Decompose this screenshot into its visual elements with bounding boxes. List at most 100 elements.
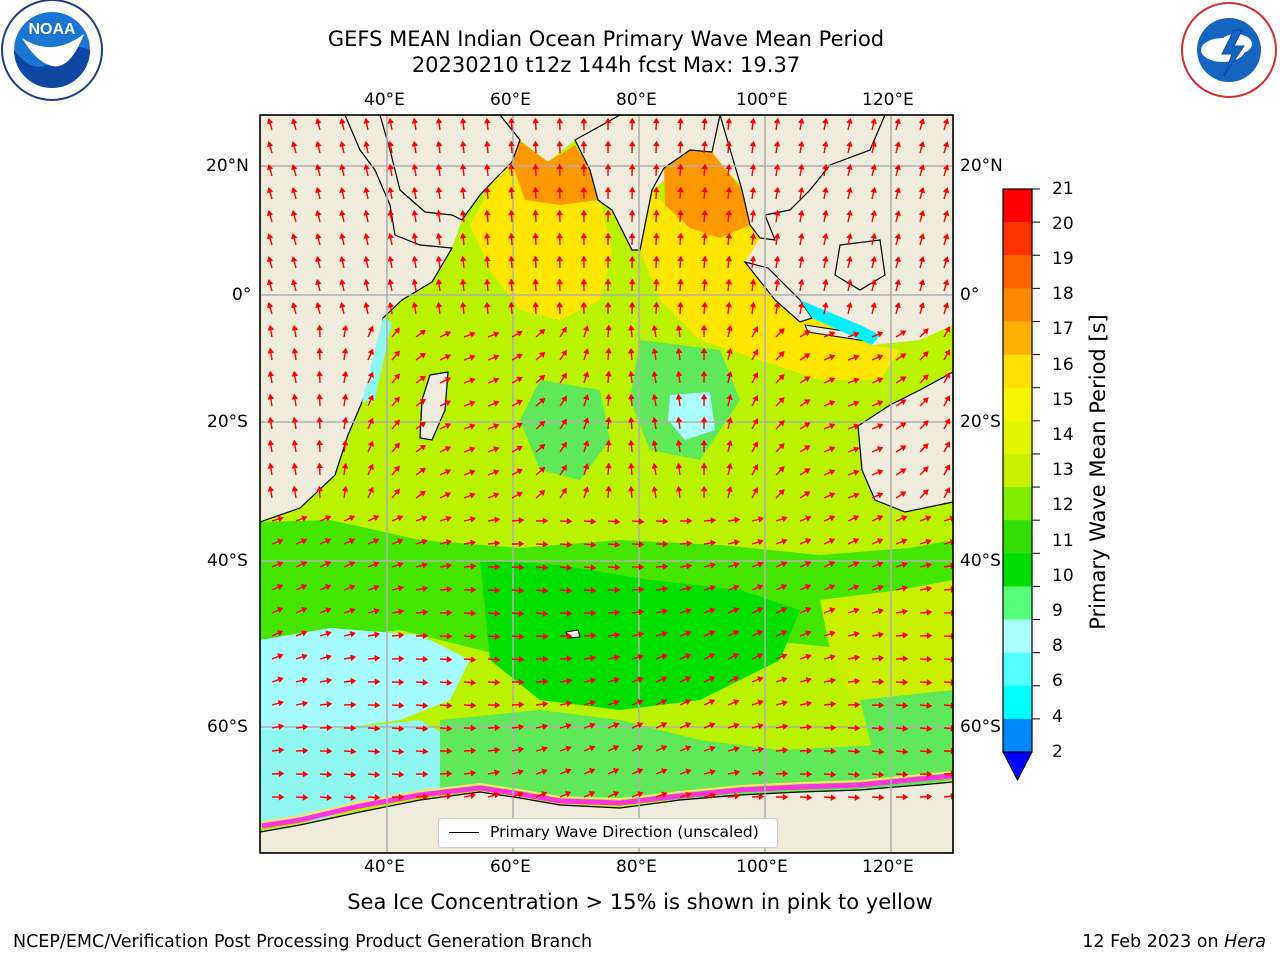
wave-arrow-head (733, 561, 740, 569)
wave-arrow-head (444, 331, 452, 338)
wave-arrow-head (397, 561, 404, 568)
wave-arrow-head (469, 400, 476, 407)
wave-arrow-head (326, 771, 333, 778)
wave-arrow-head (733, 745, 740, 753)
wave-arrow (943, 795, 953, 798)
wave-arrow-head (782, 723, 789, 730)
wave-arrow-head (542, 517, 549, 525)
wave-arrow-head (446, 702, 453, 709)
wave-arrow-head (902, 678, 909, 686)
wave-arrow-head (829, 607, 836, 614)
wave-arrow-head (628, 462, 635, 469)
wave-arrow-head (367, 325, 374, 333)
wave-arrow-head (542, 678, 549, 685)
arabian-sea-high-period (512, 140, 598, 205)
colorbar-tick-11: 11 (1052, 531, 1074, 551)
wave-arrow-head (877, 608, 885, 615)
wave-arrow-head (701, 117, 708, 124)
colorbar-tick-17: 17 (1052, 319, 1074, 339)
wave-arrow-head (316, 324, 323, 331)
lon-tick-top-100: 100°E (736, 90, 788, 110)
wave-arrow-head (829, 654, 836, 661)
wave-arrow-head (315, 209, 322, 217)
wave-arrow-head (725, 232, 733, 239)
wave-arrow-head (708, 653, 716, 660)
lon-tick-top-80: 80°E (616, 90, 657, 110)
wave-arrow-head (853, 354, 860, 361)
wave-arrow-head (901, 538, 908, 545)
wave-arrow-head (830, 724, 837, 732)
wave-arrow-head (398, 678, 405, 686)
wave-arrow-head (614, 609, 621, 616)
wave-arrow-head (326, 724, 333, 731)
wave-arrow-head (290, 164, 298, 171)
wave-arrow-head (854, 748, 861, 755)
sea-ice-caption: Sea Ice Concentration > 15% is shown in … (347, 890, 933, 914)
wave-arrow-head (926, 632, 933, 640)
wave-arrow-head (828, 492, 836, 499)
wave-arrow-head (853, 492, 860, 499)
wave-arrow-head (266, 302, 274, 309)
wave-arrow-head (725, 209, 733, 216)
wave-arrow-head (508, 255, 515, 262)
wave-arrow-head (583, 394, 590, 401)
wave-arrow-head (653, 117, 660, 124)
wave-arrow-head (662, 518, 669, 525)
colorbar-segment (1003, 222, 1032, 256)
wave-arrow-head (538, 420, 546, 427)
wave-arrow-head (900, 353, 907, 360)
colorbar-segment (1003, 288, 1032, 322)
wave-arrow-head (484, 232, 491, 239)
wave-arrow-head (566, 564, 573, 571)
wave-arrow-head (508, 117, 515, 124)
wave-arrow-head (822, 163, 829, 170)
wave-arrow-head (276, 607, 284, 614)
wave-arrow-head (675, 439, 683, 446)
wave-arrow-head (604, 186, 612, 193)
wave-arrow-head (781, 515, 788, 523)
wave-arrow-head (605, 347, 612, 354)
wave-arrow-head (805, 677, 812, 684)
wave-arrow-head (325, 654, 332, 661)
wave-arrow-head (733, 722, 740, 729)
wave-arrow-head (580, 255, 588, 262)
wave-arrow-head (566, 587, 573, 594)
wave-arrow-head (341, 439, 349, 446)
wave-arrow-head (435, 163, 443, 170)
wave-arrow-head (493, 791, 500, 799)
wave-direction-arrows (266, 117, 953, 801)
wave-arrow-head (604, 209, 612, 216)
wave-arrow-head (367, 394, 374, 402)
india (574, 115, 721, 251)
wave-arrow-head (367, 463, 374, 471)
wave-arrow-head (398, 748, 405, 755)
wave-arrow-head (806, 723, 813, 731)
wave-arrow-head (726, 416, 733, 424)
wave-arrow-head (341, 462, 349, 469)
wave-arrow-head (494, 746, 501, 754)
wave-arrow-head (315, 163, 322, 171)
sea-ice (261, 773, 953, 829)
wave-arrow-head (494, 563, 501, 571)
wave-arrow-head (590, 587, 597, 594)
wave-arrow-head (316, 347, 323, 354)
wave-arrow-head (806, 747, 813, 755)
wave-arrow-head (700, 347, 708, 354)
wave-arrow-head (756, 653, 764, 660)
wave-arrow-head (444, 469, 452, 476)
wave-arrow-head (561, 418, 567, 426)
wave-arrow-head (396, 515, 404, 522)
wave-arrow-head (446, 679, 453, 686)
wave-arrow-head (326, 794, 333, 801)
wave-arrow (943, 727, 953, 730)
wave-arrow-head (710, 792, 717, 799)
wave-arrow-head (797, 232, 805, 239)
wave-arrow-head (580, 140, 588, 147)
wave-arrow-head (518, 563, 525, 571)
wave-arrow-head (518, 517, 525, 524)
wave-arrow-head (778, 443, 785, 450)
wave-arrow (943, 564, 953, 568)
southern-cyan-east (860, 690, 953, 780)
wave-arrow-head (846, 278, 853, 285)
